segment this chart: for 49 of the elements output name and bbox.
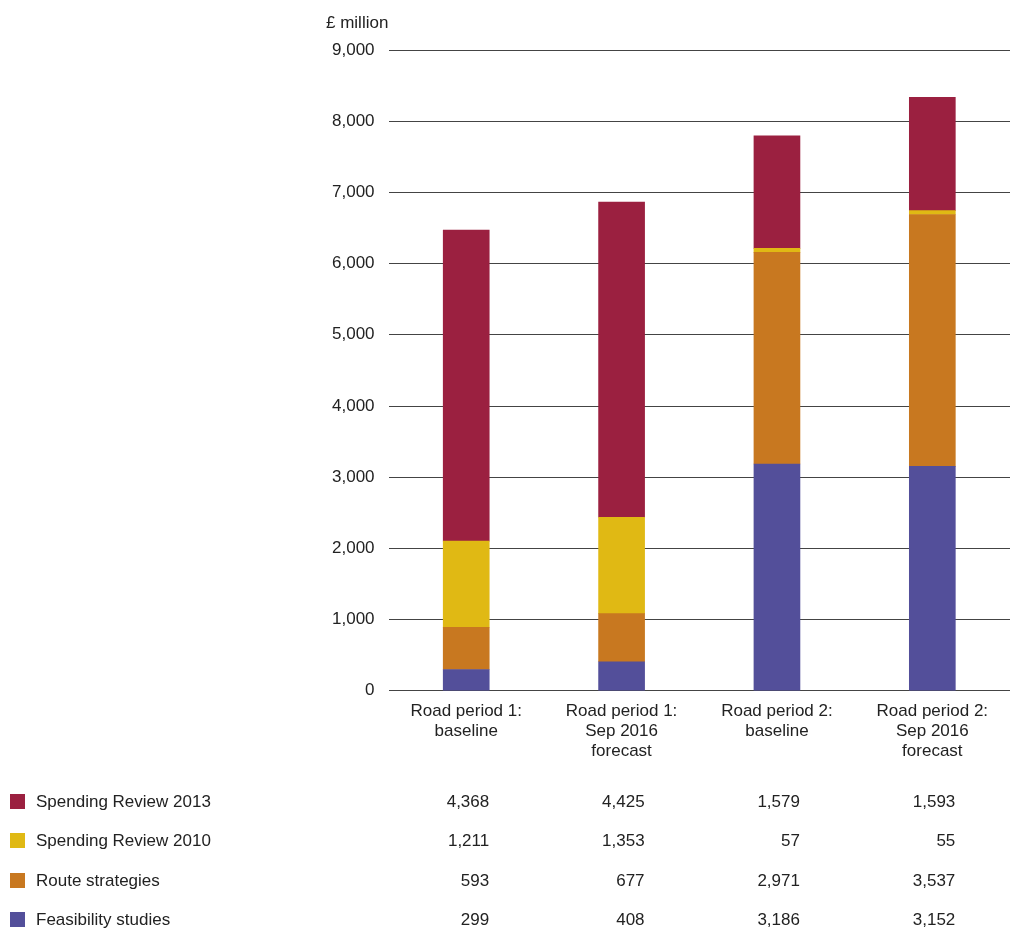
bar [753, 252, 801, 465]
y-tick-label: 3,000 [331, 466, 375, 486]
data-label: 55 [936, 830, 956, 850]
bar [908, 96, 956, 211]
data-label: 3,152 [912, 909, 956, 929]
x-tick-label: Road period 2: Sep 2016 forecast [876, 700, 989, 761]
bar [908, 214, 956, 467]
data-label: 1,353 [602, 830, 645, 850]
bar [442, 669, 490, 691]
y-tick-label: 0 [365, 680, 375, 700]
y-tick-label: 1,000 [331, 609, 375, 629]
bar [753, 463, 801, 691]
y-tick-label: 5,000 [331, 324, 375, 344]
legend-label: Route strategies [36, 870, 160, 890]
legend-label: Spending Review 2013 [36, 791, 211, 811]
data-label: 1,593 [912, 791, 956, 811]
data-label: 3,186 [757, 909, 800, 929]
data-label: 4,368 [446, 791, 490, 811]
bar [598, 201, 645, 518]
y-tick-label: 4,000 [331, 395, 375, 415]
y-tick-label: 6,000 [331, 253, 375, 273]
data-label: 299 [460, 909, 490, 929]
data-label: 677 [616, 870, 645, 890]
data-label: 57 [781, 830, 800, 850]
y-tick-label: 8,000 [331, 110, 375, 130]
data-label: 593 [460, 870, 490, 890]
data-label: 408 [616, 909, 645, 929]
x-tick-label: Road period 2: baseline [721, 700, 833, 741]
bar [598, 613, 645, 663]
bar [598, 661, 645, 691]
bar [442, 626, 490, 670]
y-tick-label: 7,000 [331, 182, 375, 202]
legend-label: Feasibility studies [36, 909, 171, 929]
x-tick-label: Road period 1: Sep 2016 forecast [565, 700, 678, 761]
bar [598, 516, 645, 614]
data-label: 1,579 [757, 791, 800, 811]
x-tick-label: Road period 1: baseline [410, 700, 522, 741]
data-label: 4,425 [602, 791, 645, 811]
data-label: 2,971 [757, 870, 800, 890]
y-axis-title: £ million [326, 13, 389, 32]
bar [442, 229, 490, 542]
bar [908, 466, 956, 691]
bar [753, 135, 801, 249]
bar [442, 540, 490, 628]
legend-label: Spending Review 2010 [36, 830, 211, 850]
y-tick-label: 9,000 [331, 39, 375, 59]
y-tick-label: 2,000 [331, 538, 375, 558]
data-label: 3,537 [912, 870, 956, 890]
data-label: 1,211 [447, 830, 490, 850]
